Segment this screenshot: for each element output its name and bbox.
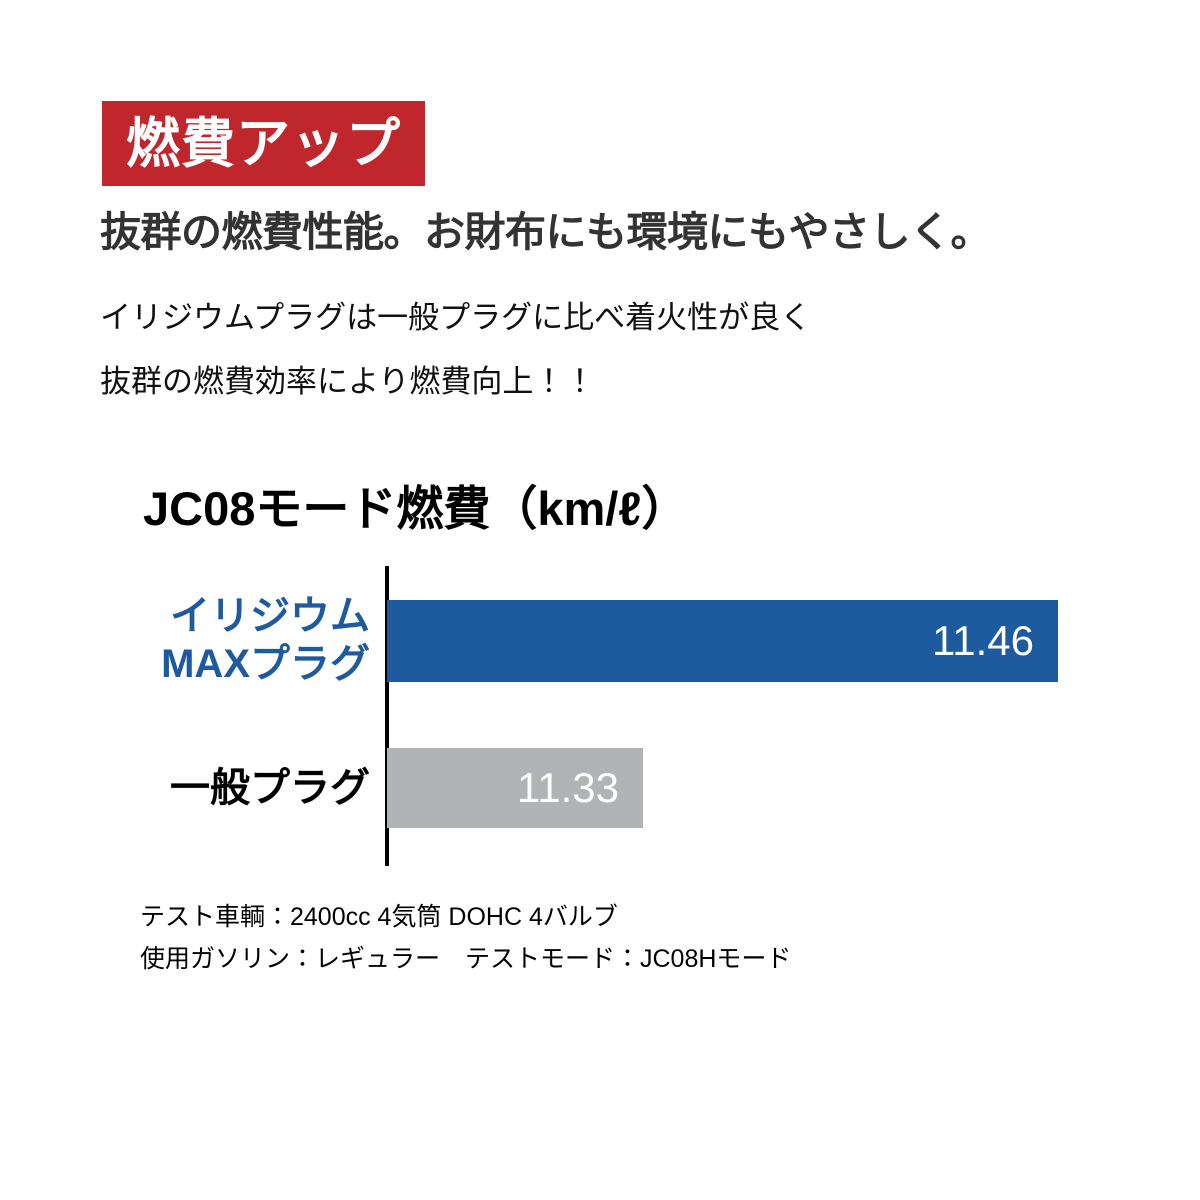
chart-category-label-0-line-2: MAXプラグ <box>161 642 370 686</box>
chart-footnotes: テスト車輌：2400cc 4気筒 DOHC 4バルブ 使用ガソリン：レギュラー … <box>140 896 791 980</box>
badge-label: 燃費アップ <box>126 113 401 174</box>
chart-bar-iridium-max: 11.46 <box>387 600 1058 682</box>
chart-category-label-1-line-1: 一般プラグ <box>170 766 370 810</box>
chart-bar-value-0: 11.46 <box>932 617 1034 664</box>
chart-bar-standard-plug: 11.33 <box>387 748 643 828</box>
chart-category-label-1: 一般プラグ <box>130 764 370 812</box>
chart-axis-line <box>385 566 389 866</box>
headline: 抜群の燃費性能。お財布にも環境にもやさしく。 <box>100 209 992 255</box>
chart-category-label-0-line-1: イリジウム <box>170 594 370 638</box>
footnote-line-2: 使用ガソリン：レギュラー テストモード：JC08Hモード <box>140 945 792 973</box>
chart-bar-value-1: 11.33 <box>517 764 619 811</box>
chart-category-label-0: イリジウム MAXプラグ <box>130 592 370 688</box>
badge-fuel-economy-up: 燃費アップ <box>102 101 425 186</box>
body-copy: イリジウムプラグは一般プラグに比べ着火性が良く 抜群の燃費効率により燃費向上！！ <box>100 286 811 414</box>
body-copy-line-2: 抜群の燃費効率により燃費向上！！ <box>100 364 596 399</box>
body-copy-line-1: イリジウムプラグは一般プラグに比べ着火性が良く <box>100 300 812 335</box>
footnote-line-1: テスト車輌：2400cc 4気筒 DOHC 4バルブ <box>140 903 618 931</box>
chart-title: JC08モード燃費（km/ℓ） <box>143 482 689 535</box>
